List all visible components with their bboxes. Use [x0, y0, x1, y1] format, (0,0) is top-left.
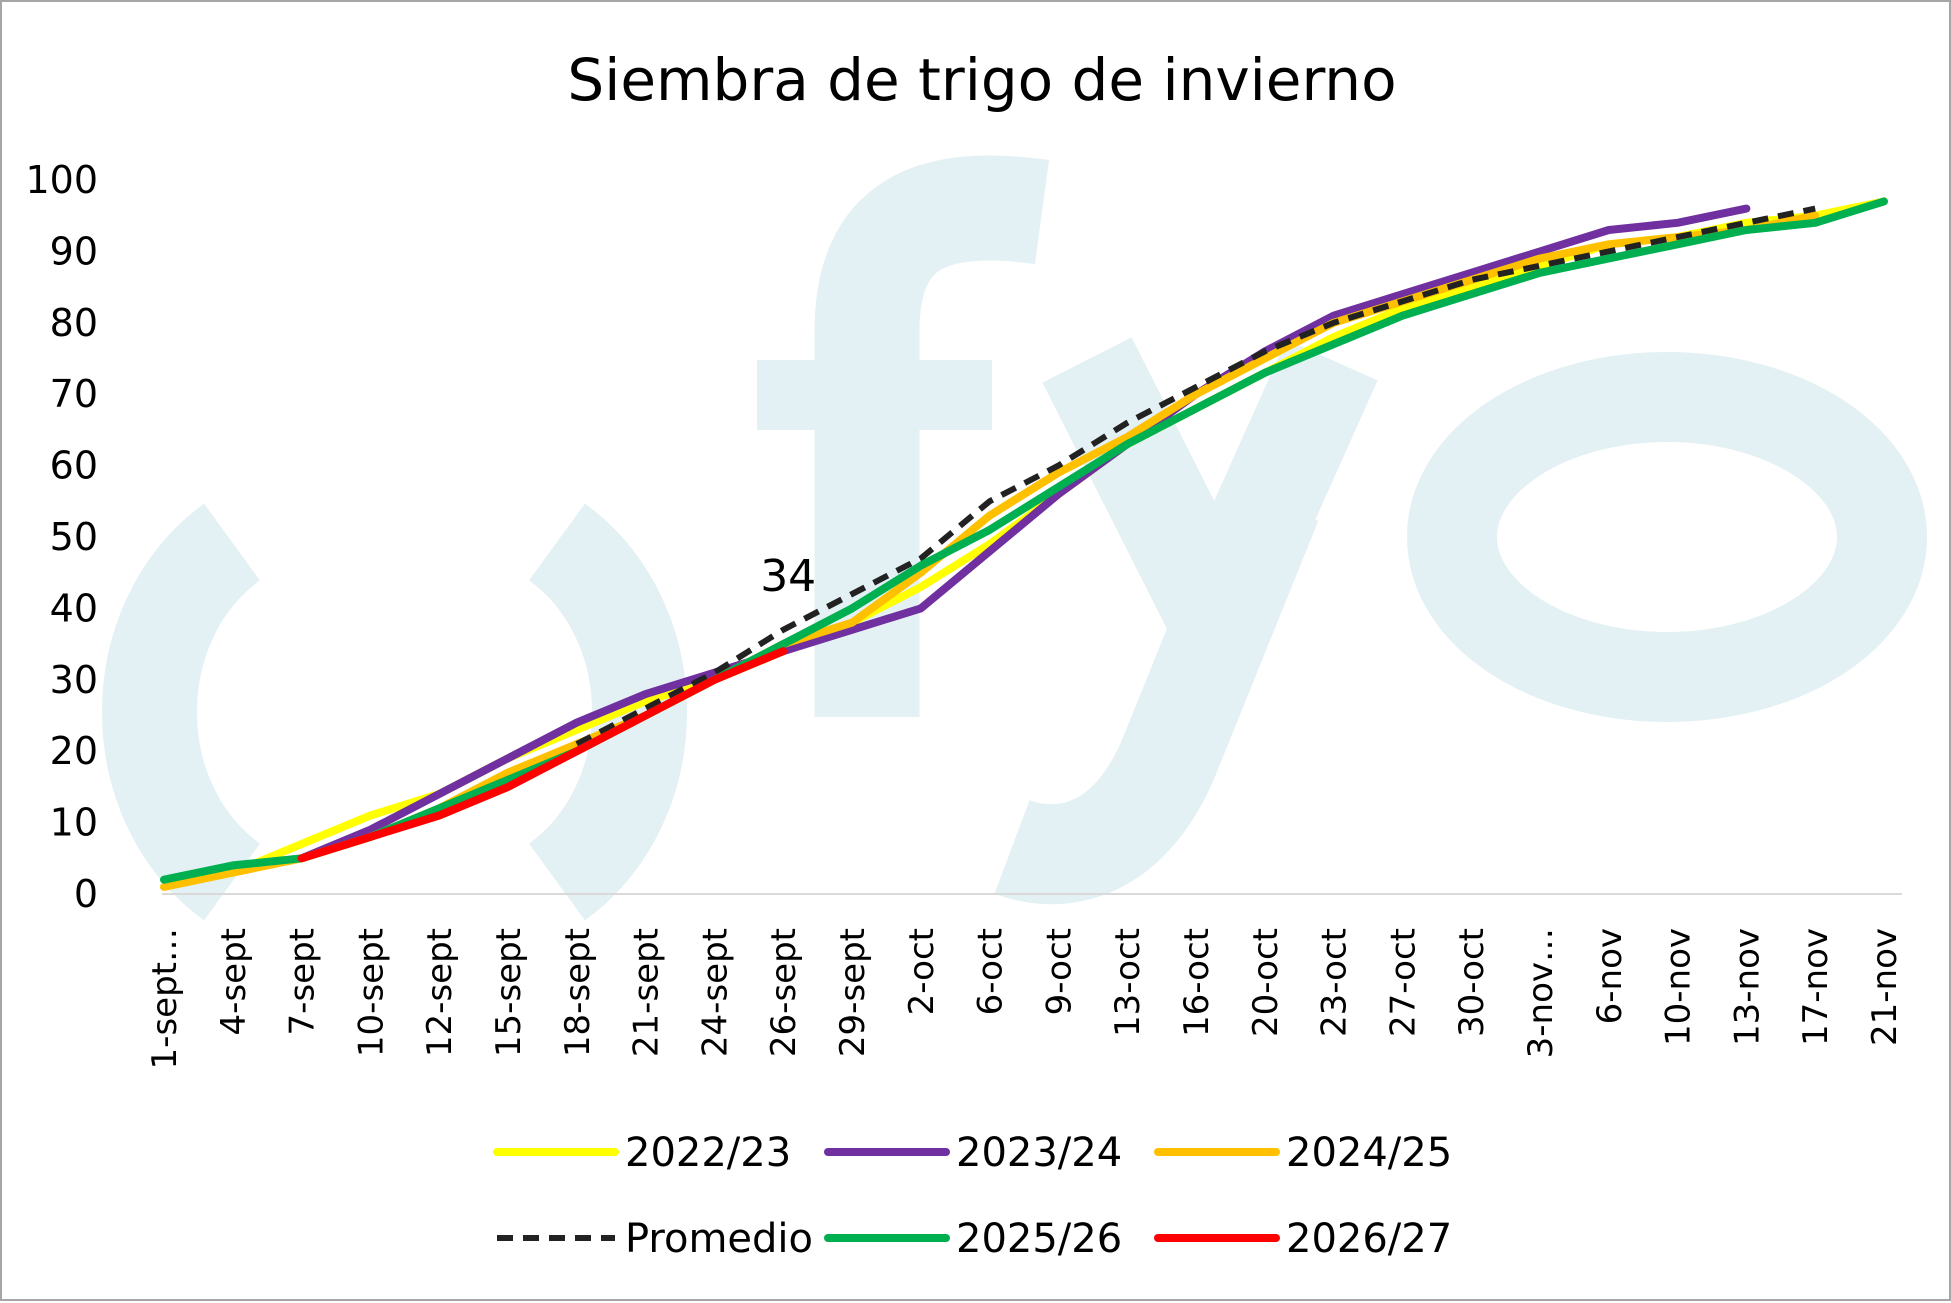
x-tick-label: 24-sept	[695, 928, 735, 1057]
x-tick-label: 3-nov…	[1521, 928, 1561, 1058]
y-tick-label: 10	[50, 801, 98, 845]
x-tick-label: 10-sept	[351, 928, 391, 1057]
x-tick-label: 21-sept	[627, 928, 667, 1057]
x-tick-label: 23-oct	[1315, 928, 1355, 1037]
legend-item: 2023/24	[828, 1130, 1122, 1176]
x-axis: 1-sept… 4-sept 7-sept 10-sept 12-sept 15-sept…	[145, 894, 1905, 1069]
x-tick-label: 29-sept	[833, 928, 873, 1057]
legend-label: 2023/24	[956, 1130, 1122, 1176]
legend-item: 2026/27	[1158, 1216, 1452, 1262]
legend-label: 2022/23	[625, 1130, 791, 1176]
x-tick-label: 20-oct	[1246, 928, 1286, 1037]
x-tick-label: 17-nov	[1796, 928, 1836, 1046]
x-tick-label: 6-oct	[971, 928, 1011, 1015]
x-tick-label: 1-sept…	[145, 928, 185, 1069]
x-tick-label: 9-oct	[1039, 928, 1079, 1015]
legend-label: 2024/25	[1286, 1130, 1452, 1176]
y-tick-label: 50	[50, 515, 98, 559]
series-lines	[164, 201, 1884, 887]
x-tick-label: 4-sept	[214, 928, 254, 1035]
series-line-2025-26	[164, 201, 1884, 879]
legend-label: 2025/26	[956, 1216, 1122, 1262]
legend-item: Promedio	[497, 1216, 813, 1262]
legend-item: 2025/26	[828, 1216, 1122, 1262]
y-tick-label: 80	[50, 301, 98, 345]
legend: 2022/23 2023/24 2024/25 Promedio 2025/26 2026…	[497, 1130, 1452, 1262]
legend-item: 2022/23	[497, 1130, 791, 1176]
y-tick-label: 90	[50, 229, 98, 273]
legend-label: 2026/27	[1286, 1216, 1452, 1262]
x-tick-label: 21-nov	[1865, 928, 1905, 1046]
y-tick-label: 100	[25, 158, 98, 202]
x-tick-label: 30-oct	[1452, 928, 1492, 1037]
x-tick-label: 13-oct	[1108, 928, 1148, 1037]
x-tick-label: 27-oct	[1383, 928, 1423, 1037]
x-tick-label: 6-nov	[1590, 928, 1630, 1024]
x-tick-label: 16-oct	[1177, 928, 1217, 1037]
x-tick-label: 26-sept	[764, 928, 804, 1057]
y-tick-label: 40	[50, 586, 98, 630]
chart-title: Siembra de trigo de invierno	[567, 46, 1396, 114]
y-axis: 0 10 20 30 40 50 60 70 80 90 100	[25, 158, 98, 916]
data-labels: 34	[760, 551, 816, 602]
data-label: 34	[760, 551, 816, 602]
x-tick-label: 2-oct	[902, 928, 942, 1015]
y-tick-label: 70	[50, 372, 98, 416]
x-tick-label: 12-sept	[420, 928, 460, 1057]
legend-item: 2024/25	[1158, 1130, 1452, 1176]
x-tick-label: 13-nov	[1727, 928, 1767, 1046]
y-tick-label: 60	[50, 444, 98, 488]
y-tick-label: 30	[50, 658, 98, 702]
legend-label: Promedio	[625, 1216, 813, 1262]
series-line-2023-24	[302, 209, 1747, 859]
x-tick-label: 10-nov	[1659, 928, 1699, 1046]
x-tick-label: 7-sept	[283, 928, 323, 1035]
fyo-watermark-logo	[150, 208, 1883, 882]
y-tick-label: 20	[50, 729, 98, 773]
x-tick-label: 15-sept	[489, 928, 529, 1057]
y-tick-label: 0	[74, 872, 98, 916]
x-tick-label: 18-sept	[558, 928, 598, 1057]
